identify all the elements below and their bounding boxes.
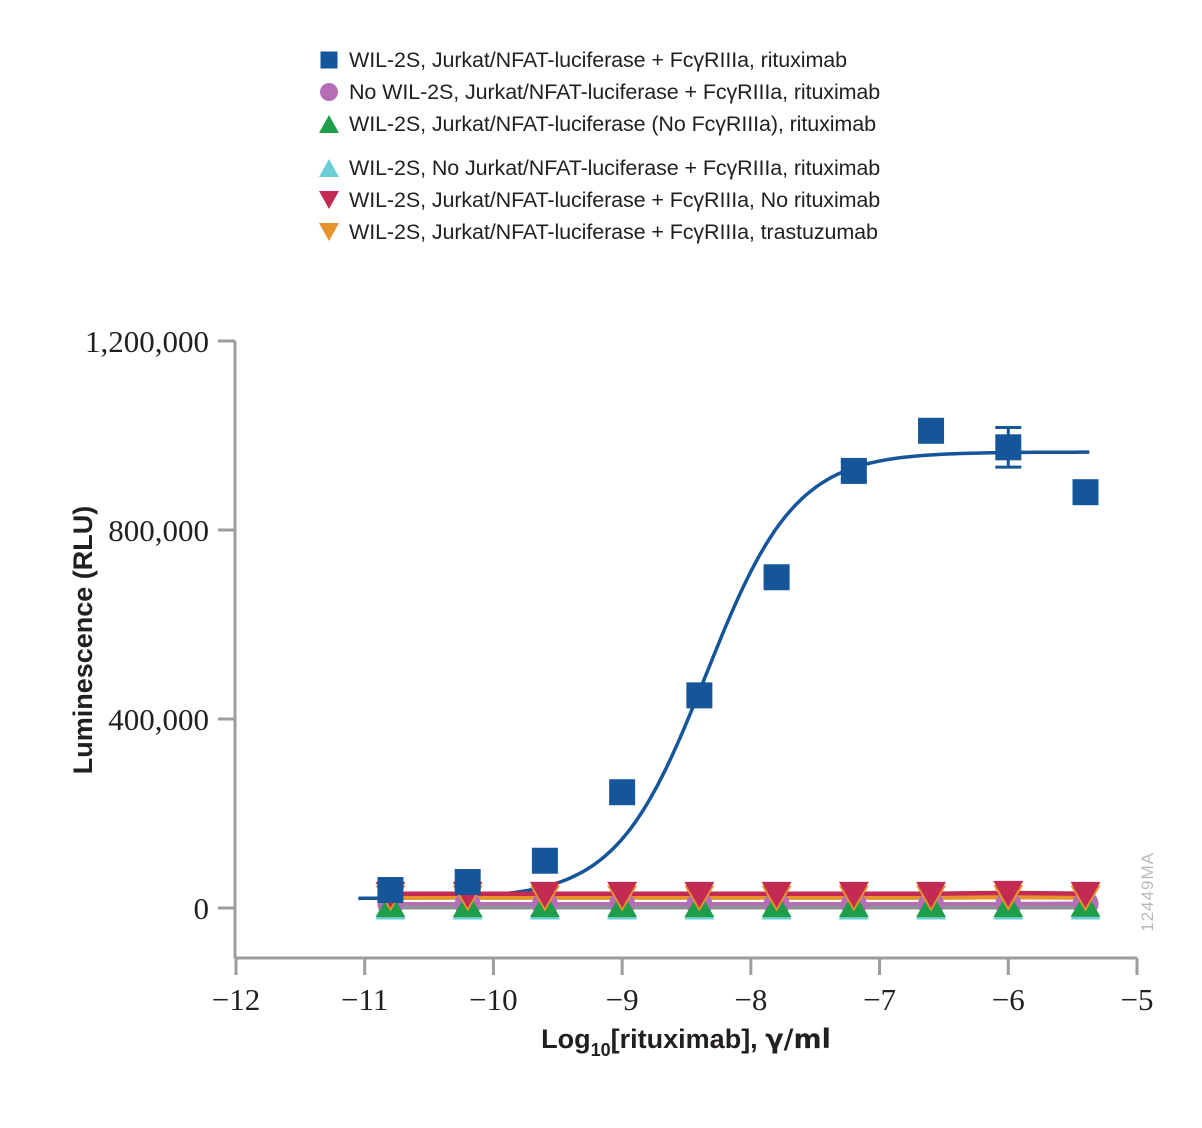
legend-item-4[interactable]: WIL-2S, Jurkat/NFAT-luciferase + FcγRIII… xyxy=(318,184,1018,216)
legend-item-5[interactable]: WIL-2S, Jurkat/NFAT-luciferase + FcγRIII… xyxy=(318,216,1018,248)
data-point-series-0 xyxy=(609,779,636,806)
figure-watermark: 12449MA xyxy=(1138,852,1157,932)
data-point-series-0 xyxy=(995,434,1022,461)
data-point-series-0 xyxy=(454,869,481,896)
data-point-series-0 xyxy=(686,682,713,709)
fitted-curves xyxy=(358,450,1090,910)
x-tick-label: −7 xyxy=(863,982,896,1017)
fitted-curve-series-1 xyxy=(390,901,1086,907)
legend-item-label: WIL-2S, Jurkat/NFAT-luciferase + FcγRIII… xyxy=(349,219,878,244)
data-point-series-4 xyxy=(916,881,947,908)
triangle-up-marker-icon xyxy=(318,111,340,137)
data-point-series-4 xyxy=(529,881,560,908)
data-point-series-0 xyxy=(840,457,867,484)
axis-lines xyxy=(218,339,1139,975)
y-tick-label: 0 xyxy=(194,891,210,926)
data-point-series-4 xyxy=(684,881,715,908)
triangle-down-marker-icon xyxy=(318,187,340,213)
x-tick-label: −11 xyxy=(341,982,388,1017)
data-point-series-4 xyxy=(1070,881,1101,908)
y-tick-label: 1,200,000 xyxy=(85,324,209,359)
data-point-series-4 xyxy=(838,881,869,908)
legend-item-label: WIL-2S, Jurkat/NFAT-luciferase + FcγRIII… xyxy=(349,187,881,212)
square-marker-icon xyxy=(318,47,340,73)
fitted-curve-series-4 xyxy=(390,890,1086,897)
legend-item-2[interactable]: WIL-2S, Jurkat/NFAT-luciferase (No FcγRI… xyxy=(318,108,1018,140)
data-point-series-0 xyxy=(763,564,790,591)
circle-marker-icon xyxy=(318,79,340,105)
legend-item-0[interactable]: WIL-2S, Jurkat/NFAT-luciferase + FcγRIII… xyxy=(318,44,1018,76)
axis-titles: Luminescence (RLU) Log10[rituximab], γ/ml xyxy=(68,506,831,1060)
triangle-up-marker-icon xyxy=(318,155,340,181)
x-tick-label: −6 xyxy=(992,982,1025,1017)
legend-item-label: WIL-2S, Jurkat/NFAT-luciferase + FcγRIII… xyxy=(349,47,847,72)
data-point-series-0 xyxy=(918,417,945,444)
y-tick-label: 400,000 xyxy=(108,702,209,737)
x-tick-label: −10 xyxy=(469,982,517,1017)
x-tick-label: −5 xyxy=(1121,982,1154,1017)
chart-legend: WIL-2S, Jurkat/NFAT-luciferase + FcγRIII… xyxy=(318,44,1018,248)
data-point-series-4 xyxy=(993,880,1024,907)
legend-item-label: WIL-2S, Jurkat/NFAT-luciferase (No FcγRI… xyxy=(349,111,876,136)
data-points xyxy=(375,417,1101,920)
y-tick-labels: 0 400,000 800,000 1,200,000 xyxy=(85,324,209,926)
data-point-series-0 xyxy=(377,877,404,904)
triangle-down-marker-icon xyxy=(318,219,340,245)
x-tick-label: −8 xyxy=(734,982,767,1017)
data-point-series-4 xyxy=(761,881,792,908)
y-axis-title: Luminescence (RLU) xyxy=(68,506,98,775)
data-point-series-4 xyxy=(607,881,638,908)
fitted-curve-series-5 xyxy=(390,894,1086,900)
fitted-curve-series-0 xyxy=(358,450,1090,901)
x-axis-title: Log10[rituximab], γ/ml xyxy=(541,1024,831,1060)
data-point-series-0 xyxy=(531,847,558,874)
x-tick-labels: −12 −11 −10 −9 −8 −7 −6 −5 xyxy=(212,982,1154,1017)
legend-item-label: No WIL-2S, Jurkat/NFAT-luciferase + FcγR… xyxy=(349,79,881,104)
legend-item-label: WIL-2S, No Jurkat/NFAT-luciferase + FcγR… xyxy=(349,155,881,180)
data-point-series-0 xyxy=(1072,479,1099,506)
legend-item-3[interactable]: WIL-2S, No Jurkat/NFAT-luciferase + FcγR… xyxy=(318,152,1018,184)
x-tick-label: −9 xyxy=(606,982,639,1017)
y-tick-label: 800,000 xyxy=(108,513,209,548)
x-tick-label: −12 xyxy=(212,982,260,1017)
legend-item-1[interactable]: No WIL-2S, Jurkat/NFAT-luciferase + FcγR… xyxy=(318,76,1018,108)
